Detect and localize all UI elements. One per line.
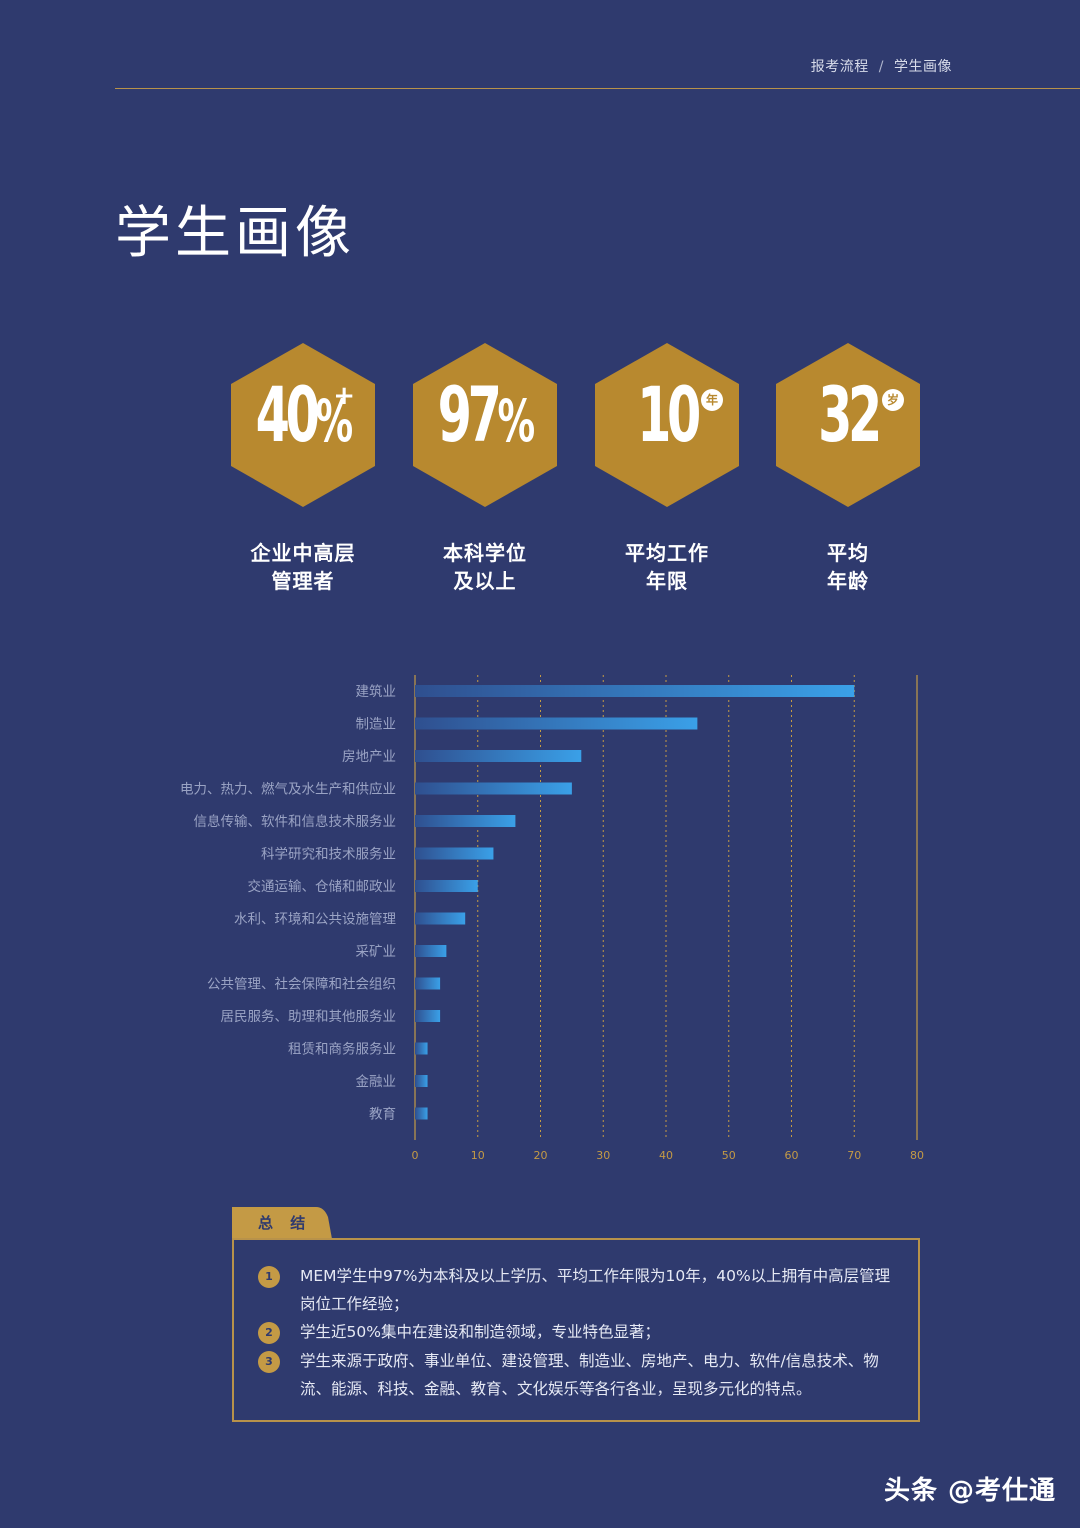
bar [415,912,466,925]
category-label: 电力、热力、燃气及水生产和供应业 [180,781,396,798]
industry-bar-chart: 建筑业制造业房地产业电力、热力、燃气及水生产和供应业信息传输、软件和信息技术服务… [180,675,924,1162]
x-tick-label: 60 [785,1149,799,1162]
summary-box: 1 MEM学生中97%为本科及以上学历、平均工作年限为10年，40%以上拥有中高… [232,1238,920,1422]
x-tick-label: 70 [847,1149,861,1162]
bar [415,750,582,762]
stat-age: 32 岁 平均 年龄 [758,343,938,595]
watermark: 头条 @考仕通 [884,1476,1057,1506]
breadcrumb: 报考流程 / 学生画像 [700,56,952,76]
x-tick-label: 40 [659,1149,673,1162]
bar [415,815,516,827]
category-label: 采矿业 [356,944,397,960]
category-label: 公共管理、社会保障和社会组织 [207,977,396,993]
stats-row: 40% + 企业中高层 管理者 97% 本科学位 及以上 10 年 平均工作 年限 3… [0,343,1080,603]
breadcrumb-item-current: 学生画像 [894,59,952,75]
category-label: 科学研究和技术服务业 [261,847,396,863]
hexagon-badge: 10 年 [595,343,739,507]
summary-item: 1 MEM学生中97%为本科及以上学历、平均工作年限为10年，40%以上拥有中高… [258,1262,898,1318]
category-label: 水利、环境和公共设施管理 [234,912,396,928]
number-badge: 2 [258,1322,280,1344]
hexagon-shape [776,343,920,507]
stat-bachelor: 97% 本科学位 及以上 [395,343,575,595]
stat-management: 40% + 企业中高层 管理者 [213,343,393,595]
summary-tab-shape [232,1207,332,1239]
bar [415,1107,428,1120]
bar [415,847,494,860]
category-label: 房地产业 [342,749,396,765]
x-tick-label: 80 [910,1149,924,1162]
summary-text: MEM学生中97%为本科及以上学历、平均工作年限为10年，40%以上拥有中高层管… [300,1267,891,1313]
x-tick-label: 0 [412,1149,419,1162]
plus-suffix: + [333,381,355,411]
stat-label: 平均 年龄 [827,541,869,593]
summary-text: 学生近50%集中在建设和制造领域，专业特色显著； [300,1323,660,1341]
hexagon-badge: 32 岁 [776,343,920,507]
hexagon-shape [413,343,557,507]
category-label: 信息传输、软件和信息技术服务业 [194,813,397,830]
summary-tab: 总 结 [232,1207,332,1239]
summary-text: 学生来源于政府、事业单位、建设管理、制造业、房地产、电力、软件/信息技术、物流、… [300,1352,879,1398]
year-suffix-badge: 年 [701,389,723,411]
category-label: 建筑业 [356,684,397,700]
stat-label: 平均工作 年限 [625,541,709,593]
bar [415,1075,428,1087]
page-title: 学生画像 [115,201,355,266]
category-label: 金融业 [356,1074,397,1090]
hexagon-shape [231,343,375,507]
age-suffix-badge: 岁 [882,389,904,411]
bar [415,880,478,892]
hexagon-badge: 40% + [231,343,375,507]
stat-value: 32 [818,370,882,459]
summary-title: 总 结 [258,1214,312,1232]
stat-value: 10 [637,370,701,459]
bar [415,945,447,957]
bar [415,782,572,795]
category-label: 租赁和商务服务业 [288,1042,396,1058]
bar [415,717,698,730]
x-tick-label: 10 [471,1149,485,1162]
breadcrumb-separator: / [878,59,884,75]
x-tick-label: 50 [722,1149,736,1162]
number-badge: 1 [258,1266,280,1288]
bar [415,1042,428,1055]
bar [415,685,855,697]
category-label: 交通运输、仓储和邮政业 [248,878,397,895]
x-tick-label: 20 [534,1149,548,1162]
category-label: 教育 [369,1107,396,1123]
summary-item: 3 学生来源于政府、事业单位、建设管理、制造业、房地产、电力、软件/信息技术、物… [258,1347,898,1403]
stat-label: 本科学位 及以上 [443,541,527,593]
category-label: 居民服务、助理和其他服务业 [221,1009,397,1025]
header-divider [115,88,1080,89]
stat-value: 97% [437,370,536,459]
bar [415,977,441,990]
breadcrumb-item-process[interactable]: 报考流程 [810,59,869,75]
category-label: 制造业 [356,717,397,733]
number-badge: 3 [258,1351,280,1373]
stat-label: 企业中高层 管理者 [250,541,356,593]
hexagon-badge: 97% [413,343,557,507]
hexagon-shape [595,343,739,507]
summary-item: 2 学生近50%集中在建设和制造领域，专业特色显著； [258,1318,898,1346]
bar [415,1010,441,1022]
stat-value: 40% [255,370,354,459]
stat-work-years: 10 年 平均工作 年限 [577,343,757,595]
x-tick-label: 30 [596,1149,610,1162]
